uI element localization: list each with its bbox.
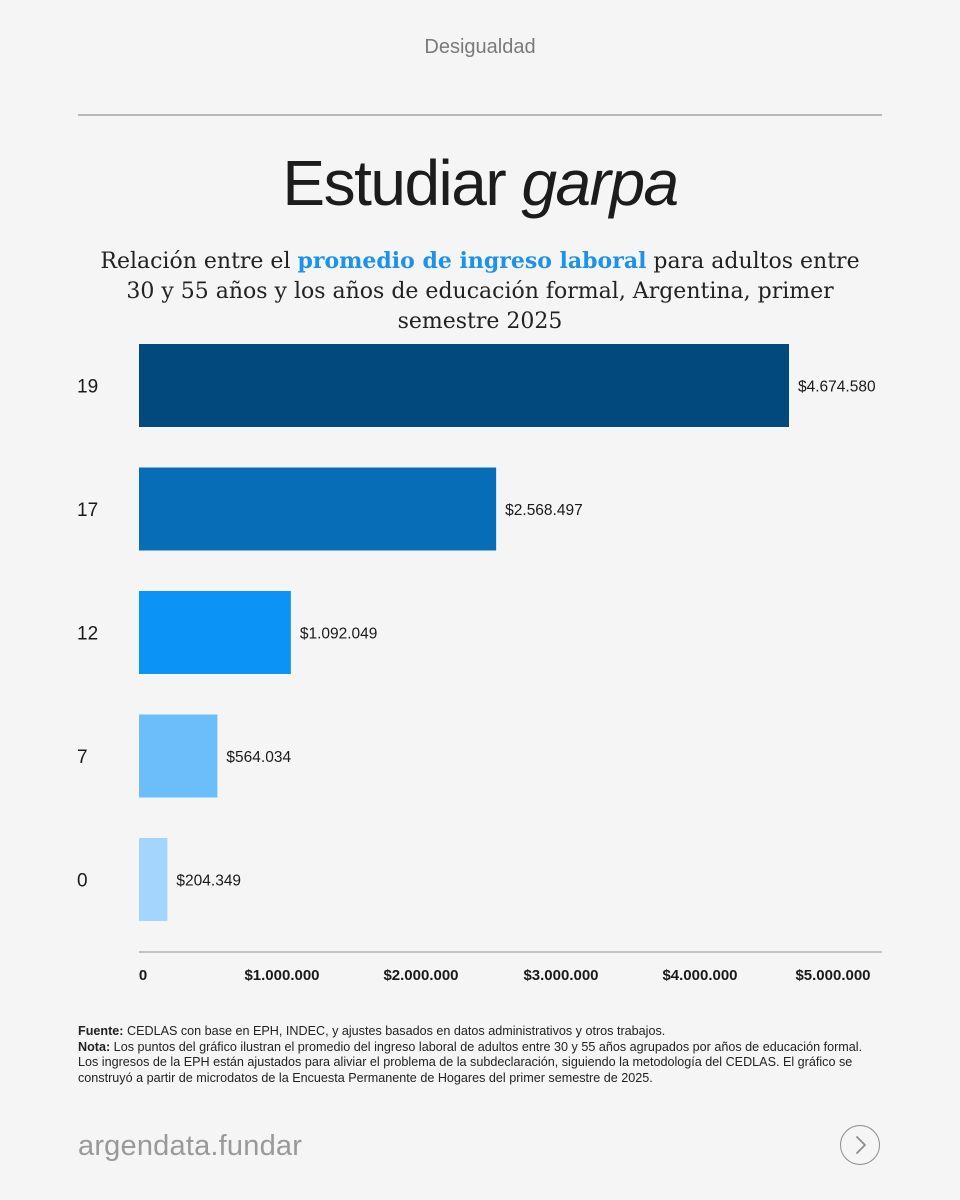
bar: [139, 838, 168, 921]
subtitle-before: Relación entre el: [100, 249, 298, 274]
bar: [139, 467, 497, 551]
y-category-label: 7: [77, 747, 88, 768]
bar-value-label: $1.092.049: [300, 626, 378, 643]
title-emphasis: garpa: [521, 147, 679, 219]
bar-value-label: $4.674.580: [798, 379, 876, 396]
chart-notes: Fuente: CEDLAS con base en EPH, INDEC, y…: [78, 1024, 868, 1086]
x-tick-label: $1.000.000: [244, 967, 319, 984]
bar: [139, 714, 218, 798]
x-tick-label: $5.000.000: [795, 967, 870, 984]
title-main: Estudiar: [282, 147, 506, 219]
bar-value-label: $204.349: [176, 873, 241, 890]
x-tick-label: $2.000.000: [383, 967, 458, 984]
y-category-label: 0: [77, 871, 88, 892]
bar: [139, 344, 789, 427]
bar-value-label: $564.034: [226, 749, 291, 766]
chevron-right-icon: [856, 1136, 866, 1154]
bar-chart: 19 $4.674.580 17 $2.568.497 12 $1.092.049 7 $56…: [77, 344, 882, 984]
methodology-note: Nota: Los puntos del gráfico ilustran el…: [78, 1040, 868, 1087]
section-kicker: Desigualdad: [424, 36, 536, 58]
subtitle-after: para adultos entre 30 y 55 años y los añ…: [126, 249, 860, 334]
chart-subtitle: Relación entre el promedio de ingreso la…: [90, 246, 870, 337]
next-button[interactable]: [840, 1125, 880, 1165]
subtitle-highlight: promedio de ingreso laboral: [297, 248, 647, 274]
source-text: CEDLAS con base en EPH, INDEC, y ajustes…: [123, 1024, 666, 1038]
note-label: Nota:: [78, 1039, 111, 1054]
y-category-label: 17: [77, 500, 98, 521]
bar-value-label: $2.568.497: [505, 502, 583, 519]
source-label: Fuente:: [78, 1024, 124, 1038]
x-tick-label: $3.000.000: [523, 967, 598, 984]
note-text: Los puntos del gráfico ilustran el prome…: [78, 1039, 863, 1085]
brand-logo: argendata.fundar: [78, 1130, 303, 1162]
y-category-label: 12: [77, 624, 98, 645]
bar: [139, 591, 291, 674]
divider: [78, 114, 882, 116]
page-title: Estudiar garpa: [0, 146, 960, 220]
x-tick-label: $4.000.000: [662, 967, 737, 984]
y-category-label: 19: [77, 377, 98, 398]
x-tick-label: 0: [139, 967, 147, 984]
source-note: Fuente: CEDLAS con base en EPH, INDEC, y…: [78, 1024, 868, 1040]
